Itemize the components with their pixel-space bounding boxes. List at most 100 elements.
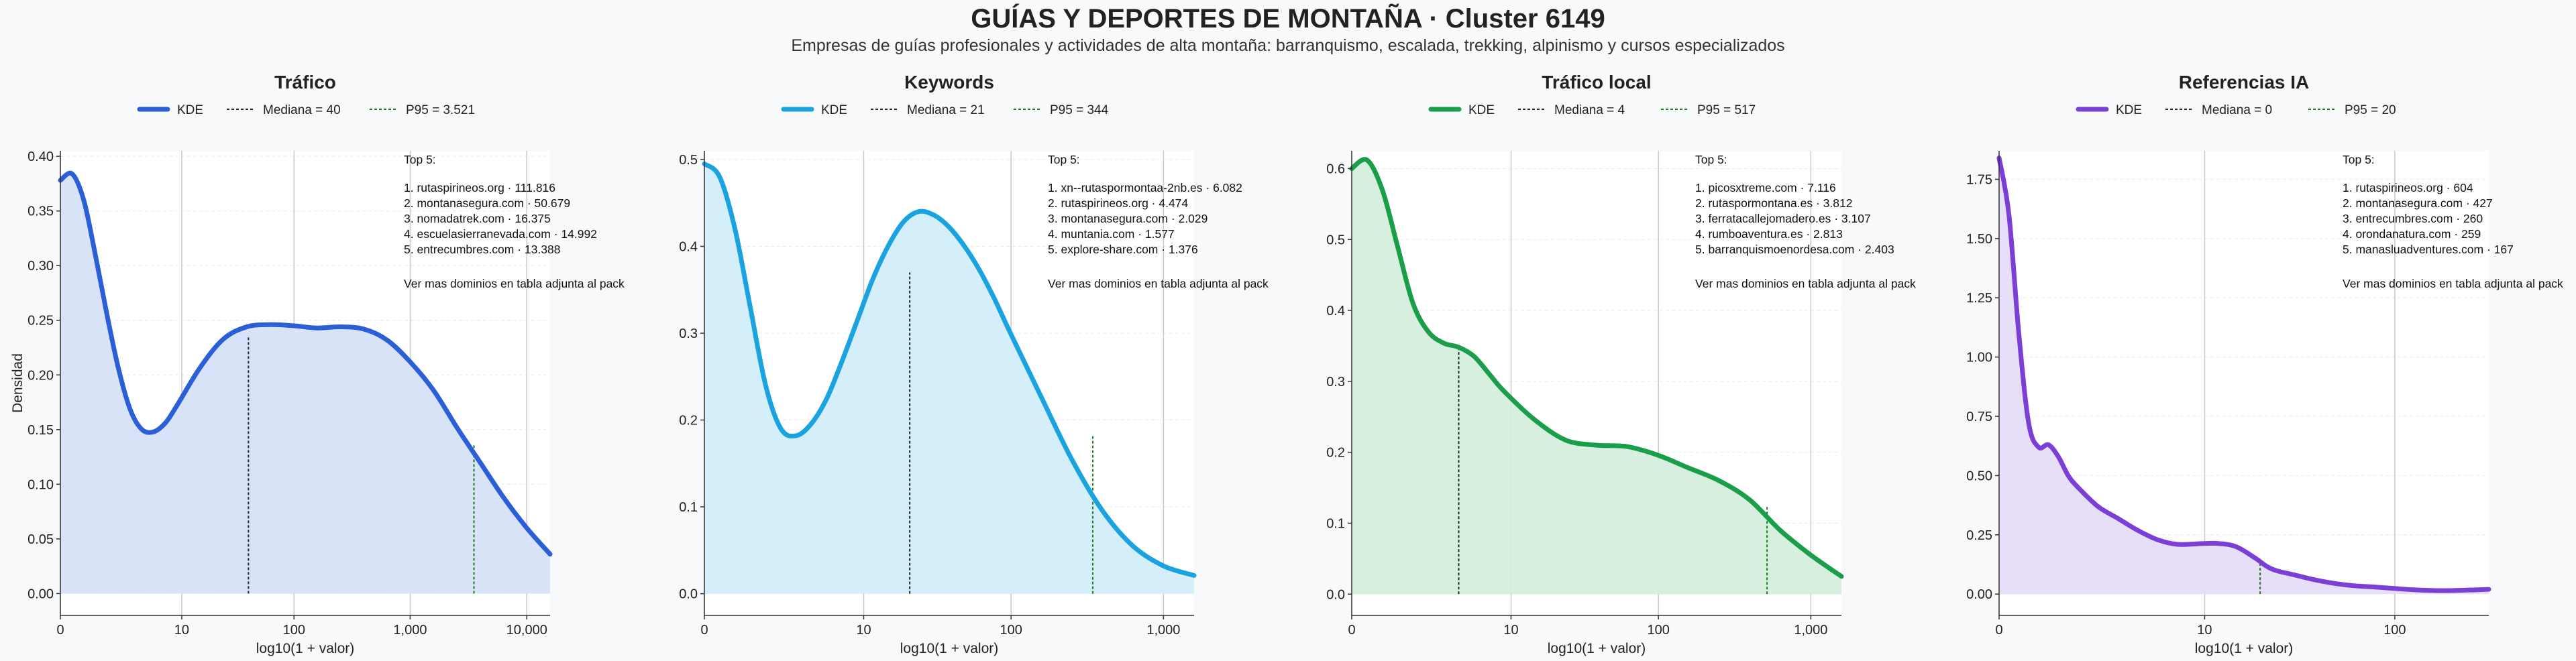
x-tick-label: 0	[700, 623, 708, 638]
y-tick-label: 0.5	[1326, 233, 1345, 247]
panel-title: Keywords	[904, 72, 994, 93]
x-tick-label: 1,000	[1146, 623, 1180, 638]
kde-area	[1999, 158, 2489, 595]
legend-p95-label: P95 = 3.521	[406, 103, 475, 117]
chart-title: GUÍAS Y DEPORTES DE MONTAÑA · Cluster 61…	[971, 4, 1605, 34]
x-tick-label: 0	[1995, 623, 2002, 638]
y-tick-label: 0.3	[1326, 375, 1345, 389]
top5-item: 1. xn--rutaspormontaa-2nb.es · 6.082	[1048, 181, 1242, 194]
legend-median-label: Mediana = 0	[2202, 103, 2272, 117]
top5-item: 3. entrecumbres.com · 260	[2343, 212, 2483, 225]
top5-item: 1. rutaspirineos.org · 604	[2343, 181, 2473, 194]
y-tick-label: 1.25	[1966, 291, 1992, 306]
panel-trafico: 0.00 0.05 0.10 0.15 0.20 0.25 0.30 0.35 0.40 0 10 1…	[10, 72, 625, 656]
y-tick-label: 0.10	[28, 477, 54, 492]
top5-item: 3. montanasegura.com · 2.029	[1048, 212, 1208, 225]
y-tick-label: 0.5	[679, 153, 698, 168]
legend-kde-label: KDE	[2116, 103, 2142, 117]
top5-header: Top 5:	[1048, 153, 1080, 166]
legend-kde-label: KDE	[821, 103, 847, 117]
top5-item: 2. montanasegura.com · 427	[2343, 196, 2493, 210]
top5-item: 5. barranquismoenordesa.com · 2.403	[1695, 243, 1894, 256]
top5-item: 4. escuelasierranevada.com · 14.992	[404, 227, 597, 241]
top5-footer: Ver mas dominios en tabla adjunta al pac…	[2343, 277, 2563, 290]
chart-subtitle: Empresas de guías profesionales y activi…	[791, 36, 1785, 55]
top5-item: 2. rutaspirineos.org · 4.474	[1048, 196, 1188, 210]
top5-header: Top 5:	[2343, 153, 2375, 166]
x-tick-label: 10	[856, 623, 871, 638]
top5-item: 5. entrecumbres.com · 13.388	[404, 243, 560, 256]
y-tick-label: 0.6	[1326, 162, 1345, 176]
x-tick-label: 0	[1348, 623, 1355, 638]
top5-item: 2. rutaspormontana.es · 3.812	[1695, 196, 1852, 210]
y-tick-label: 0.00	[28, 587, 54, 601]
x-tick-label: 10,000	[506, 623, 547, 638]
top5-footer: Ver mas dominios en tabla adjunta al pac…	[1695, 277, 1916, 290]
y-axis-label: Densidad	[10, 353, 25, 413]
y-tick-label: 0.05	[28, 532, 54, 547]
top5-footer: Ver mas dominios en tabla adjunta al pac…	[1048, 277, 1269, 290]
panel-trafico-local: 0.0 0.1 0.2 0.3 0.4 0.5 0.6 0 10 100 1,000 log10(1 …	[1326, 72, 1916, 656]
x-tick-label: 1,000	[1794, 623, 1827, 638]
legend-median-label: Mediana = 40	[263, 103, 341, 117]
legend-kde-label: KDE	[1468, 103, 1495, 117]
y-tick-label: 0.15	[28, 423, 54, 438]
legend-median-label: Mediana = 21	[907, 103, 985, 117]
y-tick-label: 0.4	[679, 239, 698, 254]
x-tick-label: 100	[2383, 623, 2406, 638]
y-tick-label: 1.50	[1966, 232, 1992, 247]
kde-line	[1996, 156, 2491, 593]
y-tick-label: 0.25	[1966, 528, 1992, 543]
kde-line	[1349, 157, 1844, 579]
legend-p95-label: P95 = 517	[1697, 103, 1756, 117]
y-tick-label: 0.0	[1326, 587, 1345, 602]
y-tick-label: 0.50	[1966, 469, 1992, 483]
x-axis-label: log10(1 + valor)	[1548, 641, 1646, 656]
panel-title: Tráfico	[274, 72, 336, 93]
y-tick-label: 0.1	[1326, 516, 1345, 531]
top5-item: 3. nomadatrek.com · 16.375	[404, 212, 551, 225]
y-tick-label: 0.1	[679, 500, 698, 515]
kde-line	[702, 161, 1197, 578]
x-axis-label: log10(1 + valor)	[900, 641, 999, 656]
kde-line	[58, 170, 553, 557]
y-tick-label: 0.00	[1966, 587, 1992, 602]
y-tick-label: 0.20	[28, 368, 54, 383]
x-tick-label: 10	[1503, 623, 1518, 638]
panel-referencias-ia: 0.00 0.25 0.50 0.75 1.00 1.25 1.50 1.75 0 10 100 lo…	[1966, 72, 2563, 656]
y-tick-label: 1.00	[1966, 351, 1992, 365]
x-tick-label: 100	[283, 623, 305, 638]
legend-kde-label: KDE	[177, 103, 203, 117]
x-tick-label: 10	[2197, 623, 2212, 638]
legend-p95-label: P95 = 20	[2345, 103, 2396, 117]
top5-item: 5. explore-share.com · 1.376	[1048, 243, 1198, 256]
y-tick-label: 1.75	[1966, 172, 1992, 187]
y-tick-label: 0.2	[679, 414, 698, 428]
top5-item: 1. rutaspirineos.org · 111.816	[404, 181, 555, 194]
x-axis-label: log10(1 + valor)	[2195, 641, 2294, 656]
top5-item: 2. montanasegura.com · 50.679	[404, 196, 570, 210]
panel-title: Tráfico local	[1542, 72, 1651, 93]
x-tick-label: 0	[56, 623, 64, 638]
top5-item: 4. muntania.com · 1.577	[1048, 227, 1175, 241]
legend-median-label: Mediana = 4	[1554, 103, 1625, 117]
y-tick-label: 0.40	[28, 149, 54, 164]
y-tick-label: 0.35	[28, 204, 54, 219]
top5-item: 3. ferratacallejomadero.es · 3.107	[1695, 212, 1871, 225]
top5-item: 4. rumboaventura.es · 2.813	[1695, 227, 1843, 241]
y-tick-label: 0.75	[1966, 410, 1992, 424]
y-tick-label: 0.4	[1326, 304, 1345, 318]
top5-item: 1. picosxtreme.com · 7.116	[1695, 181, 1836, 194]
top5-header: Top 5:	[404, 153, 436, 166]
y-tick-label: 0.2	[1326, 446, 1345, 461]
x-tick-label: 10	[174, 623, 189, 638]
kde-area	[1352, 159, 1841, 595]
kde-area	[60, 173, 550, 594]
legend-p95-label: P95 = 344	[1050, 103, 1109, 117]
panel-title: Referencias IA	[2179, 72, 2310, 93]
top5-item: 5. manasluadventures.com · 167	[2343, 243, 2514, 256]
top5-footer: Ver mas dominios en tabla adjunta al pac…	[404, 277, 625, 290]
y-tick-label: 0.30	[28, 259, 54, 274]
kde-area	[704, 164, 1194, 594]
y-tick-label: 0.25	[28, 314, 54, 328]
